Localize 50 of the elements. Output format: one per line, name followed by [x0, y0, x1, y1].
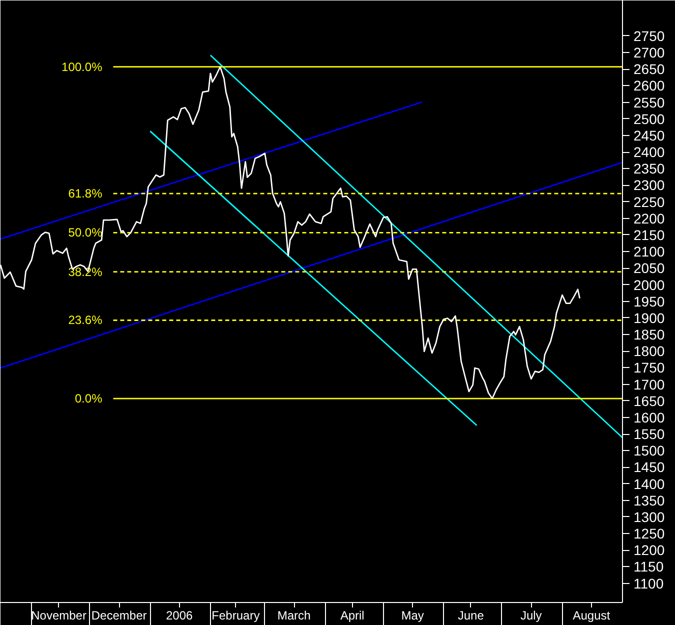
y-tick-label: 2450: [634, 127, 665, 144]
y-tick-label: 1450: [634, 459, 665, 476]
y-tick-label: 2400: [634, 144, 665, 160]
series-label: 61.8%: [68, 186, 103, 201]
y-tick-label: 1750: [634, 360, 665, 376]
y-tick-label: 2000: [634, 276, 665, 293]
y-tick-label: 2750: [634, 28, 665, 44]
x-tick-label: August: [572, 608, 611, 622]
y-tick-label: 1950: [634, 293, 665, 310]
series-label: 100.0%: [62, 60, 103, 74]
y-tick-label: 2300: [634, 177, 665, 194]
x-tick-label: November: [31, 608, 86, 622]
y-tick-label: 1850: [634, 326, 665, 342]
y-tick-label: 1550: [634, 426, 665, 442]
x-tick-label: May: [401, 608, 424, 622]
series-label: 0.0%: [74, 392, 103, 406]
y-tick-label: 1200: [634, 542, 665, 558]
x-tick-label: June: [458, 608, 484, 622]
y-tick-label: 2200: [634, 210, 665, 226]
series-label: 50.0%: [68, 226, 103, 240]
y-tick-label: 2350: [634, 160, 665, 177]
y-tick-label: 1150: [634, 558, 664, 575]
y-tick-label: 2550: [634, 94, 665, 110]
x-tick-label: December: [91, 608, 147, 622]
y-tick-label: 1600: [634, 409, 665, 426]
series-label: 38.2%: [68, 264, 103, 279]
y-tick-label: 1900: [634, 310, 665, 326]
x-tick-label: July: [520, 608, 542, 622]
y-tick-label: 1250: [634, 526, 665, 542]
y-tick-label: 1400: [634, 476, 665, 492]
y-tick-label: 1650: [634, 392, 665, 409]
y-tick-label: 2150: [634, 227, 665, 243]
x-tick-label: April: [340, 608, 364, 622]
y-tick-label: 2650: [634, 61, 665, 78]
y-tick-label: 1100: [634, 575, 664, 592]
y-tick-label: 1800: [634, 343, 665, 360]
y-tick-label: 1300: [634, 508, 665, 525]
series-label: 23.6%: [68, 313, 103, 328]
y-tick-label: 2250: [634, 194, 665, 210]
y-tick-label: 2700: [634, 44, 665, 61]
x-tick-label: 2006: [166, 608, 193, 622]
y-tick-label: 2100: [634, 244, 665, 260]
y-tick-label: 1350: [634, 492, 665, 508]
y-tick-label: 2500: [634, 110, 665, 127]
y-tick-label: 2600: [634, 78, 665, 94]
x-tick-label: February: [212, 608, 260, 622]
y-tick-label: 1500: [634, 442, 665, 459]
y-tick-label: 2050: [634, 260, 665, 276]
x-tick-label: March: [277, 608, 311, 622]
y-tick-label: 1700: [634, 376, 665, 392]
